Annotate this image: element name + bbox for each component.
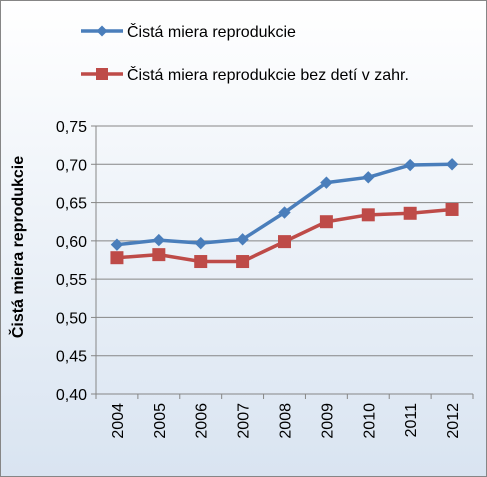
series-line: [116, 162, 453, 247]
y-tick-labels: 0,40 0,45 0,50 0,55 0,60 0,65 0,70 0,75: [56, 119, 87, 404]
data-point: [110, 238, 124, 251]
x-tick-label: 2006: [194, 403, 211, 439]
x-tick-label: 2011: [403, 403, 420, 438]
y-tick-label: 0,75: [56, 119, 87, 136]
x-tick-label: 2005: [152, 403, 169, 439]
data-point: [152, 233, 166, 247]
data-point: [319, 215, 333, 229]
y-tick-label: 0,40: [56, 387, 87, 404]
axes: [91, 125, 474, 399]
data-point: [403, 206, 417, 220]
x-tick-label: 2008: [278, 403, 295, 439]
x-tick-label: 2004: [110, 403, 127, 439]
x-tick-label: 2010: [361, 403, 378, 439]
data-point: [361, 208, 375, 222]
legend-marker: [96, 25, 108, 37]
x-tick-label: 2012: [445, 403, 462, 439]
data-point: [194, 255, 208, 269]
legend-label: Čistá miera reprodukcie bez detí v zahr.: [127, 65, 409, 84]
data-point: [236, 255, 250, 269]
data-point: [445, 158, 459, 171]
x-tick-label: 2009: [319, 403, 336, 439]
data-point: [194, 236, 207, 250]
legend: Čistá miera reprodukcie Čistá miera repro…: [81, 22, 409, 84]
y-tick-label: 0,60: [56, 234, 87, 251]
x-tick-label: 2007: [236, 403, 253, 439]
legend-label: Čistá miera reprodukcie: [127, 22, 296, 41]
data-point: [403, 158, 417, 172]
x-tick-labels: 2004 2005 2006 2007 2008 2009 2010 2011 2012: [110, 403, 462, 439]
y-axis-title: Čistá miera reprodukcie: [8, 156, 27, 338]
y-tick-label: 0,70: [56, 157, 87, 174]
data-point: [278, 235, 291, 249]
y-tick-label: 0,50: [56, 310, 87, 327]
data-point: [445, 202, 459, 216]
data-point: [236, 233, 249, 246]
data-point: [278, 206, 291, 219]
series: [110, 158, 459, 269]
data-point: [320, 176, 333, 189]
data-point: [110, 251, 124, 265]
y-tick-label: 0,45: [56, 349, 87, 366]
y-tick-label: 0,65: [56, 196, 87, 213]
data-point: [362, 171, 375, 184]
legend-marker: [96, 68, 108, 80]
data-point: [152, 248, 166, 262]
y-tick-label: 0,55: [56, 272, 87, 289]
